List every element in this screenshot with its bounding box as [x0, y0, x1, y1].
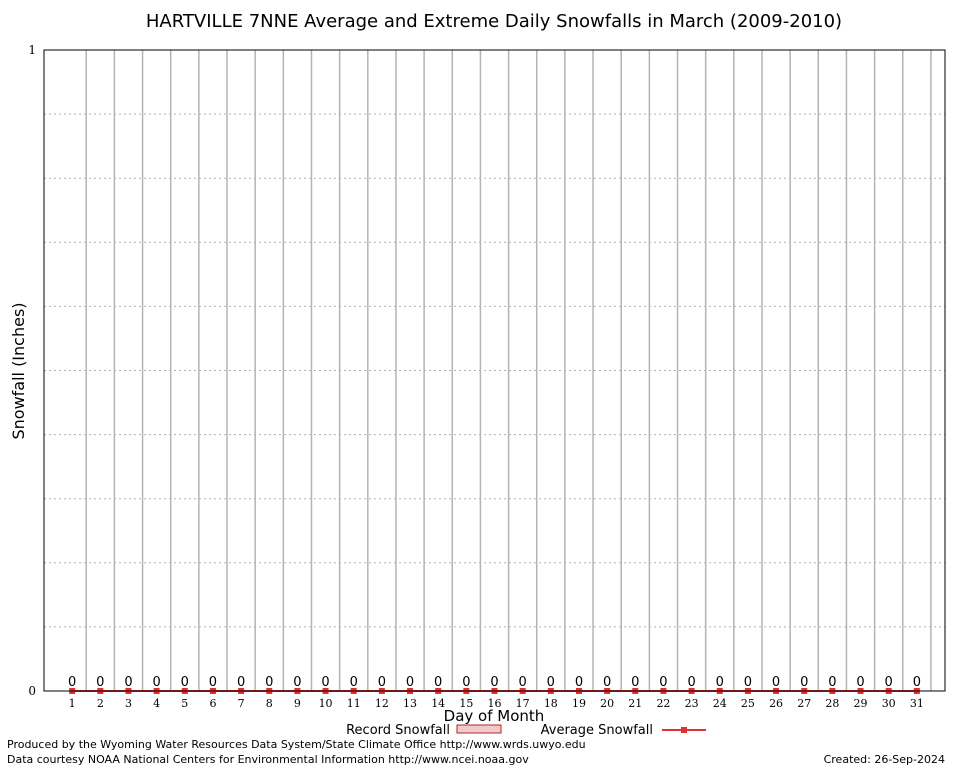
chart-title: HARTVILLE 7NNE Average and Extreme Daily…: [146, 11, 842, 32]
x-tick-label: 4: [153, 697, 160, 710]
data-labels: 0 0 0 0 0 0 0 0 0 0 0 0 0 0 0 0 0 0 0 0 0 0 0 0 0 0 0 0 0 0 0: [68, 675, 921, 690]
x-tick-label: 22: [656, 697, 670, 710]
x-tick-label: 17: [516, 697, 530, 710]
data-label: 0: [321, 675, 329, 690]
data-label: 0: [575, 675, 583, 690]
data-label: 0: [659, 675, 667, 690]
x-tick-label: 2: [97, 697, 104, 710]
x-tick-label: 15: [459, 697, 473, 710]
grid-lines: [44, 50, 945, 691]
y-axis-label: Snowfall (Inches): [9, 302, 28, 439]
x-tick-label: 26: [769, 697, 783, 710]
data-label: 0: [406, 675, 414, 690]
data-label: 0: [209, 675, 217, 690]
data-label: 0: [885, 675, 893, 690]
x-tick-label: 14: [431, 697, 445, 710]
data-label: 0: [716, 675, 724, 690]
x-tick-label: 25: [741, 697, 755, 710]
x-tick-label: 24: [713, 697, 727, 710]
data-label: 0: [913, 675, 921, 690]
x-tick-label: 19: [572, 697, 586, 710]
data-label: 0: [68, 675, 76, 690]
data-label: 0: [124, 675, 132, 690]
x-tick-label: 10: [319, 697, 333, 710]
data-label: 0: [434, 675, 442, 690]
data-label: 0: [744, 675, 752, 690]
data-label: 0: [462, 675, 470, 690]
data-label: 0: [828, 675, 836, 690]
y-tick-label: 1: [28, 43, 36, 57]
footer-created-date: Created: 26-Sep-2024: [824, 753, 945, 766]
y-tick-label: 0: [28, 684, 36, 698]
legend-average-snowfall-marker: [681, 727, 687, 733]
data-label: 0: [350, 675, 358, 690]
x-tick-label: 1: [69, 697, 76, 710]
x-tick-label: 5: [181, 697, 188, 710]
x-tick-label: 27: [797, 697, 811, 710]
data-label: 0: [96, 675, 104, 690]
y-tick-labels: 01: [28, 43, 36, 698]
data-label: 0: [547, 675, 555, 690]
x-tick-label: 8: [266, 697, 273, 710]
data-label: 0: [800, 675, 808, 690]
footer-produced-by: Produced by the Wyoming Water Resources …: [7, 738, 586, 751]
legend-record-snowfall-label: Record Snowfall: [346, 723, 450, 738]
data-label: 0: [856, 675, 864, 690]
data-label: 0: [181, 675, 189, 690]
x-tick-label: 23: [685, 697, 699, 710]
legend-average-snowfall-label: Average Snowfall: [541, 723, 653, 738]
x-tick-label: 13: [403, 697, 417, 710]
x-tick-label: 18: [544, 697, 558, 710]
x-tick-label: 7: [238, 697, 245, 710]
x-tick-label: 3: [125, 697, 132, 710]
x-tick-label: 29: [854, 697, 868, 710]
data-label: 0: [519, 675, 527, 690]
x-tick-label: 21: [628, 697, 642, 710]
data-label: 0: [631, 675, 639, 690]
x-tick-label: 9: [294, 697, 301, 710]
plot-frame: [43, 49, 946, 692]
data-label: 0: [265, 675, 273, 690]
x-tick-label: 28: [825, 697, 839, 710]
x-tick-labels: 1 2 3 4 5 6 7 8 9 10 11 12 13 14 15 16 17 18 19 20 21 22 23 24 2…: [69, 697, 924, 710]
x-tick-label: 11: [347, 697, 361, 710]
data-label: 0: [293, 675, 301, 690]
data-label: 0: [237, 675, 245, 690]
x-tick-label: 30: [882, 697, 896, 710]
data-label: 0: [772, 675, 780, 690]
x-tick-label: 20: [600, 697, 614, 710]
x-tick-label: 6: [209, 697, 216, 710]
x-tick-label: 12: [375, 697, 389, 710]
x-tick-label: 16: [488, 697, 502, 710]
data-label: 0: [687, 675, 695, 690]
legend-record-snowfall-swatch: [456, 724, 502, 734]
x-tick-label: 31: [910, 697, 924, 710]
data-label: 0: [378, 675, 386, 690]
data-label: 0: [603, 675, 611, 690]
footer-data-courtesy: Data courtesy NOAA National Centers for …: [7, 753, 529, 766]
legend: Record Snowfall Average Snowfall: [346, 723, 706, 738]
x-axis-label: Day of Month: [444, 707, 545, 725]
data-label: 0: [152, 675, 160, 690]
data-label: 0: [490, 675, 498, 690]
